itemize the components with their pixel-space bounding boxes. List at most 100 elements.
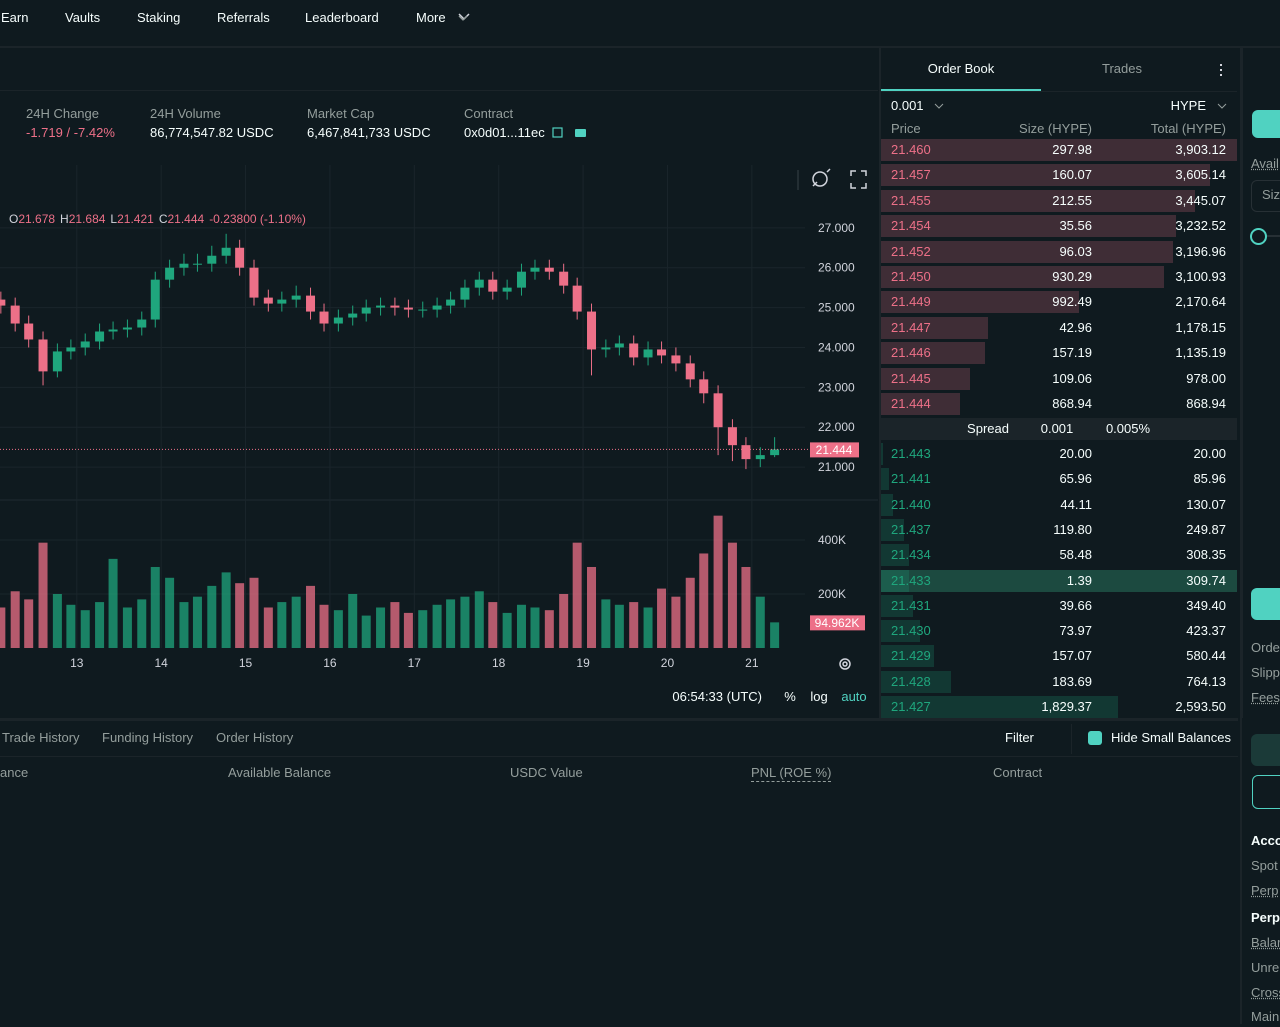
volume-bar: [348, 593, 358, 648]
chevron: [458, 15, 468, 21]
candle-body: [614, 343, 624, 348]
spread-row: [881, 418, 1237, 440]
tick-size-select[interactable]: 0.001: [891, 98, 924, 113]
ob-price[interactable]: 21.437: [891, 521, 931, 537]
candle-body: [24, 323, 34, 340]
side-button[interactable]: [1251, 734, 1280, 766]
bottom-tab[interactable]: Funding History: [102, 730, 194, 745]
order-book-panel: [879, 48, 1243, 718]
ob-size: 157.07: [1052, 648, 1092, 664]
ob-price[interactable]: 21.431: [891, 597, 931, 613]
candle-body: [559, 271, 569, 286]
y-tick-label: 25.000: [818, 301, 855, 315]
ob-tab[interactable]: Order Book: [927, 61, 995, 76]
candle-body: [277, 299, 287, 304]
ob-price[interactable]: 21.452: [891, 243, 931, 259]
table-column: PNL (ROE %): [751, 765, 832, 782]
external-link-icon[interactable]: [552, 127, 563, 138]
unit-select[interactable]: HYPE: [1170, 98, 1206, 113]
depth-bar: [881, 569, 910, 592]
ob-price[interactable]: 21.445: [891, 370, 931, 386]
bottom-tab[interactable]: Order History: [216, 730, 294, 745]
slider-handle[interactable]: [1250, 228, 1267, 245]
nav-link[interactable]: Vaults: [65, 10, 101, 25]
percent-toggle[interactable]: %: [784, 689, 796, 704]
ob-price[interactable]: 21.454: [891, 218, 931, 234]
ob-total: 20.00: [1193, 446, 1226, 461]
candle-body: [699, 379, 709, 394]
ob-price[interactable]: 21.446: [891, 345, 931, 361]
ob-size: 20.00: [1059, 446, 1092, 461]
wallet-icon[interactable]: [575, 129, 586, 137]
ob-price[interactable]: 21.434: [891, 547, 931, 563]
fullscreen-icon[interactable]: [850, 170, 867, 189]
ob-size: 157.19: [1052, 345, 1092, 361]
ob-price[interactable]: 21.443: [891, 446, 931, 461]
ob-price[interactable]: 21.455: [891, 192, 931, 208]
candle-body: [643, 349, 653, 358]
ob-price[interactable]: 21.440: [891, 496, 931, 512]
ob-price[interactable]: 21.444: [891, 396, 931, 411]
side-label: Size: [1262, 187, 1280, 202]
ob-price[interactable]: 21.429: [891, 648, 931, 664]
ob-price[interactable]: 21.457: [891, 167, 931, 183]
side-label: Unre: [1251, 960, 1280, 975]
ob-size: 297.98: [1052, 142, 1092, 157]
filter-select[interactable]: Filter: [1005, 730, 1034, 745]
nav-link[interactable]: Referrals: [217, 10, 270, 25]
ob-price[interactable]: 21.433: [891, 572, 931, 588]
chart: 21.000 22.000 23.000 24.000 25.000 26.000 27.0…: [0, 13, 878, 670]
candle-body: [403, 307, 413, 310]
size-input[interactable]: [1251, 180, 1280, 212]
y-tick-label: 27.000: [818, 221, 855, 235]
candle-body: [80, 341, 90, 348]
action-button[interactable]: [1252, 110, 1280, 138]
indicator-icon[interactable]: [812, 171, 828, 187]
ob-price[interactable]: 21.449: [891, 294, 931, 310]
nav-link[interactable]: Earn: [1, 10, 29, 25]
ob-price[interactable]: 21.430: [891, 623, 931, 639]
table-column: Contract: [993, 765, 1043, 780]
depth-bar: [881, 139, 1237, 161]
depth-bar: [881, 594, 913, 617]
ob-column: Total (HYPE): [1150, 121, 1226, 136]
y-tick-label: 23.000: [818, 380, 855, 394]
candle-body: [38, 339, 48, 372]
candle-body: [52, 351, 62, 372]
depth-bar: [881, 164, 1210, 187]
candle-body: [306, 295, 316, 312]
volume-bar: [0, 607, 6, 648]
volume-bar: [390, 602, 400, 648]
ob-price[interactable]: 21.447: [891, 319, 931, 335]
nav-link[interactable]: More: [416, 10, 446, 25]
side-label: Avail: [1251, 156, 1279, 171]
candle-body: [530, 267, 540, 272]
nav-link[interactable]: Leaderboard: [305, 10, 379, 25]
ob-price[interactable]: 21.427: [891, 699, 931, 714]
action-button[interactable]: [1251, 588, 1280, 620]
ob-price[interactable]: 21.460: [891, 142, 931, 157]
y2-tick-label: 200K: [818, 587, 846, 601]
ohlc-key: C: [159, 212, 168, 226]
ob-price[interactable]: 21.450: [891, 269, 931, 284]
ob-total: 308.35: [1186, 547, 1226, 563]
candle-body: [432, 305, 442, 310]
candle-body: [418, 309, 428, 311]
ob-price[interactable]: 21.428: [891, 673, 931, 689]
log-toggle[interactable]: log: [810, 689, 828, 704]
y-tick-label: 26.000: [818, 261, 855, 275]
stat-value: -1.719 / -7.42%: [26, 125, 115, 140]
ob-price[interactable]: 21.441: [891, 471, 931, 487]
ob-tab[interactable]: Trades: [1102, 61, 1142, 76]
hide-small-label[interactable]: Hide Small Balances: [1111, 730, 1231, 745]
side-button[interactable]: [1252, 775, 1280, 809]
bottom-tab[interactable]: Trade History: [2, 730, 80, 745]
checkbox[interactable]: [1088, 731, 1102, 745]
table-column: USDC Value: [510, 765, 583, 780]
ob-total: 349.40: [1186, 597, 1226, 613]
side-label: Main: [1251, 1009, 1280, 1024]
settings-icon[interactable]: [839, 658, 851, 670]
nav-link[interactable]: Staking: [137, 10, 181, 25]
auto-toggle[interactable]: auto: [841, 689, 867, 704]
volume-bar: [572, 542, 582, 648]
